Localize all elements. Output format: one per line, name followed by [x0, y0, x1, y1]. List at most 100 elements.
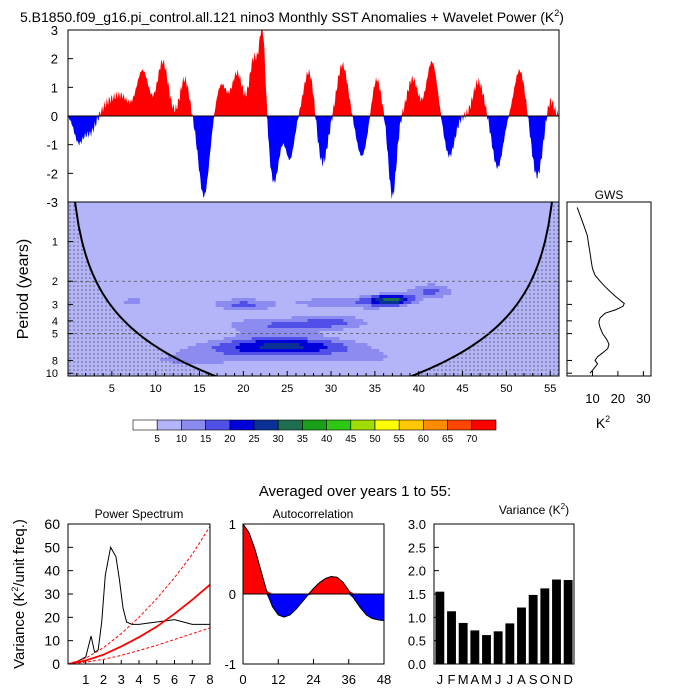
wavelet-power-cell: [323, 298, 329, 302]
wavelet-power-cell: [259, 364, 265, 368]
wavelet-power-cell: [163, 295, 169, 299]
wavelet-power-cell: [247, 298, 253, 302]
wavelet-power-cell: [331, 316, 337, 320]
wavelet-power-cell: [311, 295, 317, 299]
wavelet-power-cell: [251, 358, 257, 362]
wavelet-power-cell: [411, 346, 416, 350]
wavelet-power-cell: [395, 367, 400, 371]
wavelet-power-cell: [267, 346, 273, 350]
wavelet-power-cell: [315, 298, 321, 302]
wavelet-power-cell: [275, 325, 281, 329]
wavelet-power-cell: [347, 307, 353, 311]
wavelet-power-cell: [487, 301, 492, 305]
wavelet-power-cell: [315, 301, 321, 305]
wavelet-power-cell: [443, 292, 448, 296]
wavelet-power-cell: [239, 346, 245, 350]
wavelet-power-cell: [427, 298, 432, 302]
wavelet-power-cell: [279, 355, 285, 359]
wavelet-power-cell: [387, 355, 392, 359]
wavelet-power-cell: [287, 313, 293, 317]
wavelet-power-cell: [267, 364, 273, 368]
wavelet-power-cell: [275, 364, 281, 368]
wavelet-power-cell: [131, 301, 137, 305]
wavelet-power-cell: [191, 325, 197, 329]
wavelet-power-cell: [219, 316, 225, 320]
wavelet-power-cell: [259, 337, 265, 341]
wavelet-power-cell: [347, 352, 353, 356]
wavelet-power-cell: [363, 304, 368, 308]
wavelet-power-cell: [203, 334, 209, 338]
wavelet-power-cell: [311, 349, 317, 353]
wavelet-power-cell: [331, 295, 337, 299]
wavelet-power-cell: [203, 319, 209, 323]
autocorrelation-y-tick-label: -1: [224, 657, 236, 672]
wavelet-power-cell: [343, 331, 349, 335]
wavelet-power-cell: [403, 361, 408, 365]
wavelet-power-cell: [307, 364, 313, 368]
wavelet-power-cell: [311, 316, 317, 320]
wavelet-power-cell: [259, 361, 265, 365]
wavelet-power-cell: [315, 361, 321, 365]
wavelet-power-cell: [403, 352, 408, 356]
wavelet-power-cell: [287, 352, 293, 356]
wavelet-power-cell: [211, 307, 217, 311]
wavelet-power-cell: [275, 367, 281, 371]
wavelet-power-cell: [327, 319, 333, 323]
wavelet-power-cell: [183, 352, 189, 356]
wavelet-power-cell: [275, 316, 281, 320]
variance-x-tick-label: J: [507, 672, 514, 687]
wavelet-power-cell: [355, 367, 360, 371]
wavelet-power-cell: [287, 310, 293, 314]
wavelet-power-cell: [419, 349, 424, 353]
wavelet-power-cell: [251, 352, 257, 356]
wavelet-power-cell: [175, 319, 181, 323]
wavelet-power-cell: [303, 313, 309, 317]
wavelet-power-cell: [271, 322, 277, 326]
wavelet-power-cell: [355, 331, 360, 335]
wavelet-power-cell: [271, 331, 277, 335]
wavelet-power-cell: [239, 358, 245, 362]
wavelet-power-cell: [383, 307, 388, 311]
colorbar-swatch: [156, 419, 182, 431]
wavelet-power-cell: [231, 322, 237, 326]
wavelet-power-cell: [295, 352, 301, 356]
wavelet-power-cell: [375, 298, 380, 302]
ps-ylabel-sup: 2: [10, 587, 20, 592]
gws-x-label-main: K: [596, 415, 606, 431]
wavelet-power-cell: [195, 328, 201, 332]
wavelet-power-cell: [175, 343, 181, 347]
wavelet-power-cell: [427, 262, 432, 266]
wavelet-power-cell: [391, 361, 396, 365]
wavelet-power-cell: [215, 319, 221, 323]
wavelet-power-cell: [211, 349, 217, 353]
wavelet-power-cell: [379, 358, 384, 362]
wavelet-power-cell: [251, 370, 257, 374]
wavelet-power-cell: [327, 349, 333, 353]
wavelet-power-cell: [219, 370, 225, 374]
gws-x-tick-label: 30: [636, 391, 650, 406]
wavelet-power-cell: [327, 346, 333, 350]
wavelet-power-cell: [275, 322, 281, 326]
wavelet-power-cell: [295, 280, 301, 284]
wavelet-power-cell: [259, 304, 265, 308]
wavelet-power-cell: [283, 328, 289, 332]
wavelet-power-cell: [491, 301, 496, 305]
wavelet-power-cell: [399, 367, 404, 371]
wavelet-power-cell: [327, 316, 333, 320]
wavelet-power-cell: [227, 361, 233, 365]
wavelet-power-cell: [471, 292, 476, 296]
wavelet-power-cell: [227, 343, 233, 347]
wavelet-power-cell: [243, 301, 249, 305]
wavelet-power-cell: [335, 355, 341, 359]
wavelet-power-cell: [203, 343, 209, 347]
wavelet-power-cell: [355, 334, 360, 338]
wavelet-power-cell: [227, 358, 233, 362]
wavelet-power-cell: [143, 325, 149, 329]
autocorrelation-line: [243, 524, 384, 622]
wavelet-power-cell: [179, 343, 185, 347]
wavelet-power-cell: [255, 316, 261, 320]
wavelet-power-cell: [367, 313, 372, 317]
wavelet-power-cell: [271, 298, 277, 302]
wavelet-power-cell: [207, 301, 213, 305]
